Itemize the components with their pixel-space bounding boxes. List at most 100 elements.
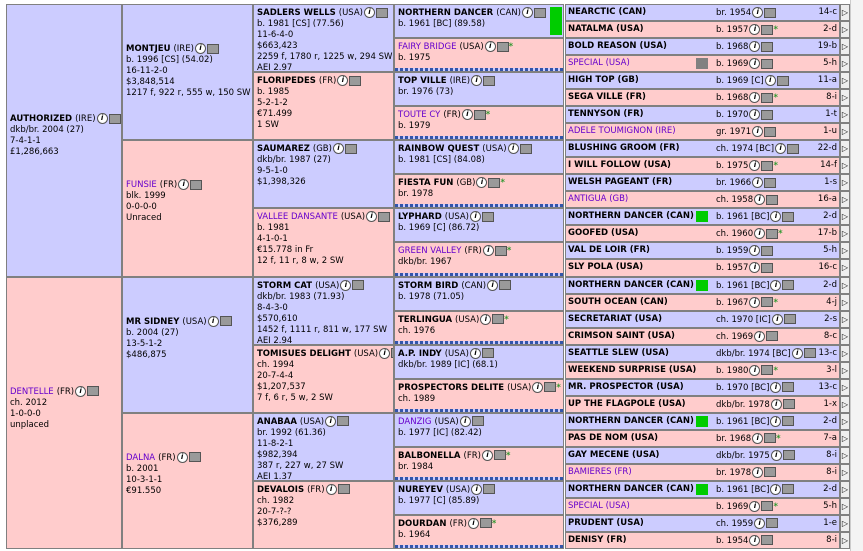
expand-arrow-icon[interactable]: ▷ bbox=[840, 55, 850, 73]
horse-name[interactable]: A.P. INDY bbox=[398, 348, 442, 359]
info-icon[interactable]: i bbox=[752, 432, 764, 444]
horse-name[interactable]: BALBONELLA bbox=[398, 450, 461, 461]
expand-arrow-icon[interactable]: ▷ bbox=[840, 174, 850, 192]
info-icon[interactable]: i bbox=[749, 262, 761, 274]
horse-name[interactable]: NORTHERN DANCER (CAN) bbox=[568, 211, 694, 222]
info-icon[interactable]: i bbox=[507, 143, 519, 155]
expand-arrow-icon[interactable]: ▷ bbox=[840, 4, 850, 22]
expand-arrow-icon[interactable]: ▷ bbox=[840, 208, 850, 226]
horse-name[interactable]: NORTHERN DANCER (CAN) bbox=[568, 483, 694, 494]
info-icon[interactable]: i bbox=[770, 415, 782, 427]
expand-arrow-icon[interactable]: ▷ bbox=[840, 276, 850, 294]
expand-arrow-icon[interactable]: ▷ bbox=[840, 242, 850, 260]
horse-name[interactable]: TENNYSON (FR) bbox=[568, 109, 644, 120]
info-icon[interactable]: i bbox=[521, 7, 533, 18]
info-icon[interactable]: i bbox=[791, 347, 803, 359]
info-icon[interactable]: i bbox=[770, 398, 782, 410]
info-icon[interactable]: i bbox=[476, 177, 488, 189]
expand-arrow-icon[interactable]: ▷ bbox=[840, 259, 850, 277]
info-icon[interactable]: i bbox=[775, 143, 787, 155]
info-icon[interactable]: i bbox=[749, 245, 761, 257]
photo-icon[interactable] bbox=[391, 348, 393, 359]
horse-name[interactable]: VAL DE LOIR (FR) bbox=[568, 245, 650, 256]
info-icon[interactable]: i bbox=[469, 347, 481, 359]
photo-icon[interactable] bbox=[761, 297, 774, 308]
expand-arrow-icon[interactable]: ▷ bbox=[840, 344, 850, 362]
info-icon[interactable]: i bbox=[96, 113, 108, 125]
photo-icon[interactable] bbox=[87, 386, 100, 397]
expand-arrow-icon[interactable]: ▷ bbox=[840, 72, 850, 90]
horse-name[interactable]: DOURDAN bbox=[398, 518, 447, 529]
horse-name[interactable]: ANTIGUA (GB) bbox=[568, 194, 629, 205]
expand-arrow-icon[interactable]: ▷ bbox=[840, 531, 850, 549]
horse-name[interactable]: PRUDENT (USA) bbox=[568, 517, 644, 528]
photo-icon[interactable] bbox=[492, 314, 505, 325]
photo-icon[interactable] bbox=[761, 262, 774, 273]
horse-name[interactable]: DENISY (FR) bbox=[568, 534, 627, 545]
info-icon[interactable]: i bbox=[470, 211, 482, 223]
photo-icon[interactable] bbox=[782, 399, 795, 410]
horse-name[interactable]: DANZIG bbox=[398, 416, 432, 427]
horse-name[interactable]: SECRETARIAT (USA) bbox=[568, 313, 662, 324]
info-icon[interactable]: i bbox=[754, 194, 766, 206]
photo-icon[interactable] bbox=[352, 280, 365, 290]
scrollbar[interactable] bbox=[850, 0, 863, 551]
horse-name[interactable]: MONTJEU bbox=[126, 44, 171, 55]
expand-arrow-icon[interactable]: ▷ bbox=[840, 497, 850, 515]
photo-icon[interactable] bbox=[206, 43, 219, 54]
photo-icon[interactable] bbox=[766, 518, 779, 529]
info-icon[interactable]: i bbox=[461, 109, 473, 121]
expand-arrow-icon[interactable]: ▷ bbox=[840, 123, 850, 141]
info-icon[interactable]: i bbox=[480, 313, 492, 325]
photo-icon[interactable] bbox=[473, 109, 486, 120]
horse-name[interactable]: DENTELLE bbox=[10, 386, 54, 397]
horse-name[interactable]: STORM BIRD bbox=[398, 280, 459, 291]
horse-name[interactable]: WEEKEND SURPRISE (USA) bbox=[568, 364, 697, 375]
horse-name[interactable]: NATALMA (USA) bbox=[568, 24, 644, 35]
expand-arrow-icon[interactable]: ▷ bbox=[840, 514, 850, 532]
info-icon[interactable]: i bbox=[754, 517, 766, 529]
photo-icon[interactable] bbox=[787, 143, 800, 154]
photo-icon[interactable] bbox=[488, 177, 501, 188]
info-icon[interactable]: i bbox=[379, 347, 391, 359]
expand-arrow-icon[interactable]: ▷ bbox=[840, 21, 850, 39]
photo-icon[interactable] bbox=[533, 7, 546, 18]
info-icon[interactable]: i bbox=[749, 109, 761, 121]
info-icon[interactable]: i bbox=[754, 228, 766, 240]
horse-name[interactable]: DEVALOIS bbox=[257, 484, 305, 495]
photo-icon[interactable] bbox=[761, 24, 774, 35]
photo-icon[interactable] bbox=[782, 450, 795, 461]
horse-name[interactable]: MR. PROSPECTOR (USA) bbox=[568, 381, 684, 392]
horse-name[interactable]: WELSH PAGEANT (FR) bbox=[568, 177, 673, 188]
info-icon[interactable]: i bbox=[749, 92, 761, 104]
photo-icon[interactable] bbox=[544, 382, 557, 393]
horse-name[interactable]: SEGA VILLE (FR) bbox=[568, 92, 646, 103]
expand-arrow-icon[interactable]: ▷ bbox=[840, 361, 850, 379]
info-icon[interactable]: i bbox=[487, 279, 499, 291]
horse-name[interactable]: AUTHORIZED bbox=[10, 114, 73, 125]
photo-icon[interactable] bbox=[337, 416, 350, 427]
info-icon[interactable]: i bbox=[770, 279, 782, 291]
photo-icon[interactable] bbox=[764, 7, 777, 18]
info-icon[interactable]: i bbox=[754, 330, 766, 342]
horse-name[interactable]: NORTHERN DANCER bbox=[398, 8, 494, 18]
horse-name[interactable]: FAIRY BRIDGE bbox=[398, 42, 457, 53]
info-icon[interactable]: i bbox=[770, 449, 782, 461]
info-icon[interactable]: i bbox=[752, 126, 764, 138]
horse-name[interactable]: BOLD REASON (USA) bbox=[568, 41, 667, 52]
photo-icon[interactable] bbox=[761, 58, 774, 69]
horse-name[interactable]: ADELE TOUMIGNON (IRE) bbox=[568, 126, 676, 137]
horse-name[interactable]: TOP VILLE bbox=[398, 76, 447, 87]
expand-arrow-icon[interactable]: ▷ bbox=[840, 157, 850, 175]
info-icon[interactable]: i bbox=[325, 483, 337, 495]
horse-name[interactable]: BAMIERES (FR) bbox=[568, 466, 632, 477]
info-icon[interactable]: i bbox=[749, 364, 761, 376]
info-icon[interactable]: i bbox=[749, 500, 761, 512]
horse-name[interactable]: LYPHARD bbox=[398, 212, 442, 223]
horse-name[interactable]: NORTHERN DANCER (CAN) bbox=[568, 279, 694, 290]
photo-icon[interactable] bbox=[761, 245, 774, 256]
photo-icon[interactable] bbox=[761, 160, 774, 171]
horse-name[interactable]: TOUTE CY bbox=[398, 110, 441, 121]
photo-icon[interactable] bbox=[782, 484, 795, 495]
photo-icon[interactable] bbox=[482, 211, 495, 222]
